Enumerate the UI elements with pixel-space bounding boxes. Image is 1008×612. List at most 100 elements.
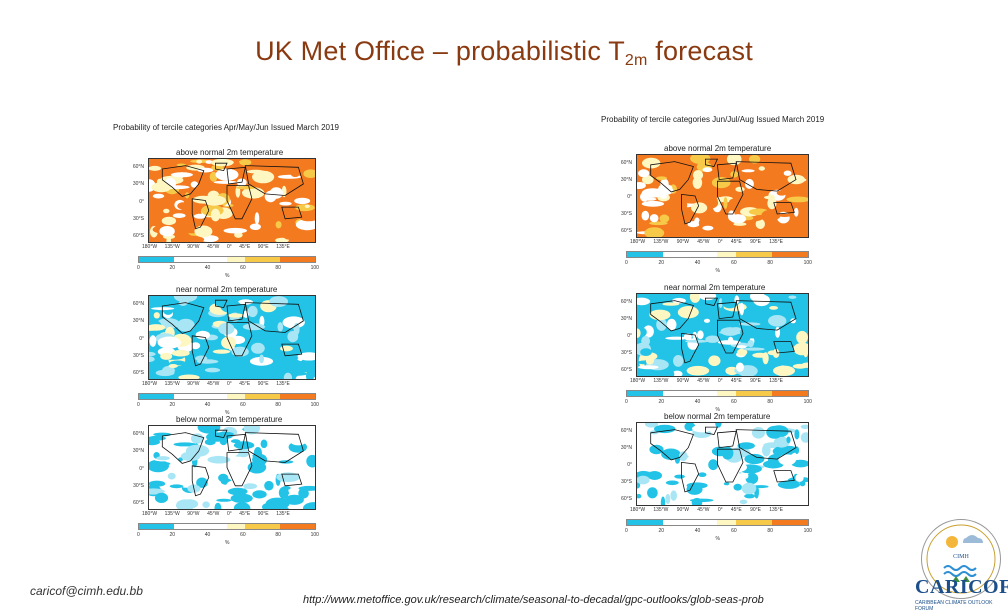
- colorbar-segment: [699, 391, 718, 396]
- longitude-labels: 180°W 135°W 90°W 45°W 0° 45°E 90°E 135°E: [142, 244, 290, 250]
- map-title-near: near normal 2m temperature: [664, 283, 766, 292]
- colorbar-segment: [627, 252, 646, 257]
- continent-outline: [681, 332, 700, 364]
- longitude-label: 45°W: [697, 507, 710, 513]
- continent-outline: [244, 165, 304, 196]
- longitude-label: 90°W: [187, 244, 200, 250]
- colorbar: [626, 519, 809, 526]
- colorbar-ticks: 0 20 40 60 80 100: [137, 532, 319, 538]
- continent-outline: [717, 319, 744, 354]
- longitude-label: 180°W: [142, 244, 158, 250]
- colorbar-segment: [645, 520, 664, 525]
- continent-outline: [717, 448, 744, 483]
- colorbar-tick-label: 40: [694, 528, 701, 534]
- continent-outline: [705, 426, 719, 435]
- colorbar-ticks: 0 20 40 60 80 100: [137, 265, 319, 271]
- colorbar-unit: %: [715, 268, 720, 274]
- latitude-label: 30°S: [621, 350, 632, 356]
- colorbar-tick-label: 0: [137, 532, 140, 538]
- contact-email[interactable]: caricof@cimh.edu.bb: [30, 584, 143, 598]
- colorbar-tick-label: 40: [204, 265, 211, 271]
- colorbar-segment: [753, 520, 772, 525]
- colorbar-segment: [174, 394, 192, 399]
- continent-outline: [735, 300, 797, 331]
- map-near-normal: [148, 295, 316, 380]
- colorbar-segment: [771, 252, 790, 257]
- colorbar-tick-label: 80: [275, 402, 281, 408]
- continent-outline: [191, 335, 210, 367]
- continent-outline: [705, 297, 719, 306]
- longitude-label: 135°E: [769, 378, 783, 384]
- probability-map-svg: [149, 426, 315, 509]
- colorbar-segment: [681, 520, 700, 525]
- colorbar-tick-label: 60: [240, 532, 246, 538]
- longitude-label: 0°: [226, 511, 232, 517]
- colorbar-segment: [699, 252, 718, 257]
- latitude-label: 30°N: [132, 181, 144, 188]
- colorbar-segment: [244, 524, 263, 529]
- longitude-label: 90°W: [676, 507, 689, 513]
- longitude-label: 90°E: [750, 239, 761, 245]
- colorbar-tick-label: 20: [169, 532, 176, 538]
- map-title-near: near normal 2m temperature: [176, 285, 278, 294]
- colorbar-tick-label: 0: [137, 265, 140, 271]
- colorbar-segment: [226, 257, 245, 262]
- latitude-label: 60°N: [620, 299, 632, 305]
- longitude-labels: 180°W 135°W 90°W 45°W 0° 45°E 90°E 135°E: [630, 239, 783, 245]
- colorbar-tick-label: 60: [240, 265, 246, 271]
- colorbar-segment: [191, 394, 210, 399]
- colorbar-ticks: 0 20 40 60 80 100: [137, 402, 319, 408]
- probability-map-svg: [149, 159, 315, 242]
- colorbar-segment: [735, 252, 754, 257]
- colorbar-segment: [279, 524, 298, 529]
- probability-map-svg: [637, 294, 808, 376]
- longitude-label: 135°W: [653, 239, 669, 245]
- colorbar-tick-label: 60: [731, 528, 737, 534]
- longitude-label: 135°W: [164, 244, 180, 250]
- cimh-logo-text: CIMH: [953, 554, 969, 560]
- longitude-label: 45°E: [239, 381, 251, 387]
- colorbar-tick-label: 80: [275, 532, 281, 538]
- longitude-label: 135°E: [276, 244, 290, 250]
- latitude-label: 0°: [139, 198, 144, 205]
- continent-outline: [735, 161, 797, 192]
- colorbar-segment: [156, 257, 175, 262]
- longitude-label: 0°: [717, 378, 723, 384]
- longitude-labels: 180°W 135°W 90°W 45°W 0° 45°E 90°E 135°E: [630, 507, 783, 513]
- longitude-label: 90°W: [187, 511, 200, 517]
- latitude-label: 30°S: [133, 352, 144, 359]
- continent-outline: [773, 470, 795, 483]
- continent-outline: [650, 300, 694, 332]
- longitude-label: 135°E: [769, 239, 783, 245]
- continent-outline: [281, 206, 303, 220]
- source-url[interactable]: http://www.metoffice.gov.uk/research/cli…: [303, 594, 764, 606]
- latitude-label: 60°S: [621, 496, 632, 502]
- colorbar-segment: [226, 394, 245, 399]
- longitude-label: 0°: [717, 507, 723, 513]
- longitude-label: 135°W: [653, 507, 669, 513]
- latitude-label: 30°S: [621, 479, 632, 485]
- colorbar-tick-label: 80: [767, 260, 773, 266]
- continent-outline: [226, 185, 253, 220]
- colorbar-tick-label: 100: [310, 402, 319, 408]
- colorbar-tick-label: 60: [731, 399, 737, 405]
- longitude-label: 90°E: [750, 378, 761, 384]
- latitude-label: 60°S: [621, 367, 632, 373]
- latitude-label: 60°N: [620, 428, 632, 434]
- colorbar-unit: %: [225, 410, 230, 416]
- probability-map-svg: [637, 155, 808, 237]
- continent-outline: [716, 430, 737, 449]
- colorbar-segment: [681, 252, 700, 257]
- longitude-label: 45°W: [207, 511, 220, 517]
- longitude-label: 135°E: [769, 507, 783, 513]
- colorbar-segment: [209, 394, 227, 399]
- colorbar-tick-label: 60: [240, 402, 246, 408]
- colorbar-segment: [735, 520, 754, 525]
- colorbar-tick-label: 0: [137, 402, 140, 408]
- continent-outline: [650, 161, 694, 193]
- map-above-normal: [636, 154, 809, 238]
- colorbar-segment: [279, 257, 298, 262]
- continent-outline: [215, 429, 228, 439]
- colorbar-tick-label: 20: [658, 260, 665, 266]
- colorbar-segment: [191, 257, 210, 262]
